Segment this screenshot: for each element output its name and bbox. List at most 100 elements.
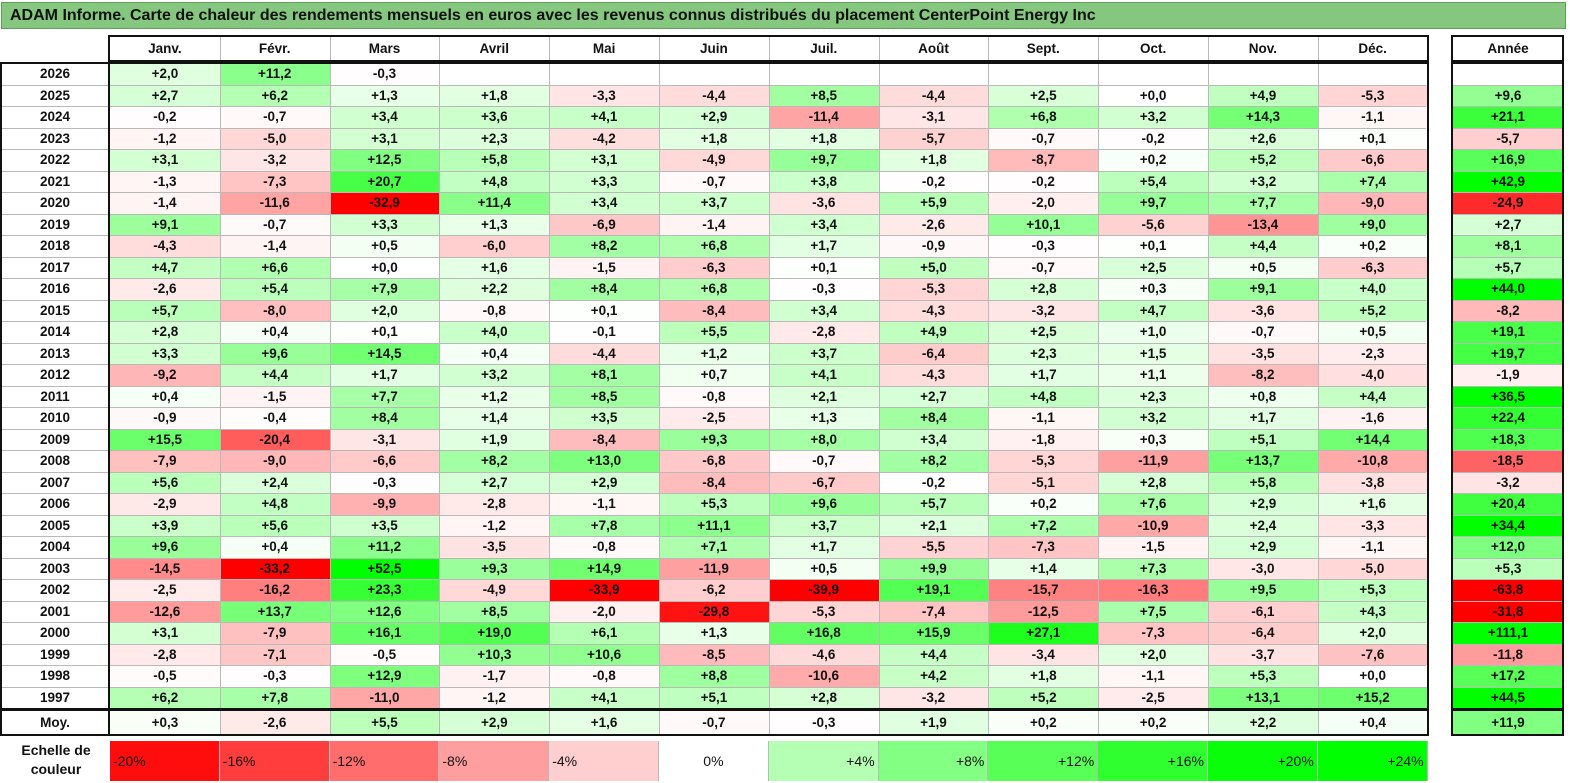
heatmap-cell: -0,3 [219, 665, 330, 687]
month-header: Janv. [148, 41, 182, 56]
heatmap-cell: +1,7 [1208, 407, 1318, 429]
heatmap-cell: +14,3 [1208, 106, 1318, 128]
year-total-cell: +2,7 [1453, 213, 1563, 235]
heatmap-cell: +6,1 [549, 622, 659, 644]
heatmap-cell: -10,6 [768, 665, 879, 687]
heatmap-cell: -0,7 [219, 106, 330, 128]
year-row-label: 2009 [39, 431, 71, 447]
heatmap-cell: +3,5 [329, 514, 440, 536]
month-header: Déc. [1358, 41, 1387, 56]
heatmap-cell: -29,8 [659, 600, 769, 622]
heatmap-cell: +7,9 [329, 278, 440, 300]
heatmap-cell: -6,7 [768, 471, 879, 493]
average-cell: +5,5 [329, 710, 440, 735]
heatmap-cell: -1,4 [110, 192, 220, 214]
heatmap-cell: -11,0 [329, 686, 440, 708]
heatmap-cell: -2,6 [110, 278, 220, 300]
heatmap-cell: -9,0 [219, 450, 330, 472]
year-row-label: 2001 [39, 603, 71, 619]
heatmap-cell: +2,0 [329, 299, 440, 321]
year-total-cell: -63,8 [1453, 579, 1563, 601]
heatmap-cell: -1,6 [1317, 407, 1428, 429]
year-total-cell: +5,7 [1453, 256, 1563, 278]
month-header: Mars [368, 41, 401, 56]
heatmap-cell: -5,3 [1317, 84, 1428, 106]
grid-row-line [1453, 342, 1563, 344]
heatmap-cell: +3,2 [1208, 170, 1318, 192]
month-header: Juil. [810, 41, 838, 56]
heatmap-cell: +5,4 [1098, 170, 1208, 192]
heatmap-cell: +7,4 [1317, 170, 1428, 192]
month-header: Août [918, 41, 949, 56]
grid-row-line [2, 127, 1426, 129]
heatmap-cell: -6,3 [1317, 256, 1428, 278]
heatmap-cell: +8,1 [549, 364, 659, 386]
heatmap-cell: -9,0 [1317, 192, 1428, 214]
year-row-label: 2018 [39, 238, 71, 253]
heatmap-cell: +5,6 [110, 471, 220, 493]
color-scale-stop: 0% [659, 741, 769, 781]
heatmap-cell: -2,0 [988, 192, 1099, 214]
heatmap-cell: -5,5 [878, 536, 989, 558]
heatmap-cell: -13,4 [1208, 213, 1318, 235]
heatmap-cell: +4,4 [878, 643, 989, 665]
heatmap-cell: -15,7 [988, 579, 1099, 601]
heatmap-cell: +2,5 [1098, 256, 1208, 278]
heatmap-cell: +4,4 [219, 364, 330, 386]
color-scale-stop: +24% [1317, 741, 1428, 781]
heatmap-cell: +8,0 [768, 428, 879, 450]
heatmap-cell: +8,5 [549, 385, 659, 407]
heatmap-cell: +20,7 [329, 170, 440, 192]
heatmap-cell: -4,2 [549, 127, 659, 149]
heatmap-cell: +8,2 [439, 450, 550, 472]
grid-row-line [1453, 622, 1563, 623]
heatmap-cell: -0,2 [988, 170, 1099, 192]
heatmap-cell: -1,7 [439, 665, 550, 687]
year-total-cell: +22,4 [1453, 407, 1563, 429]
heatmap-cell: -0,7 [768, 450, 879, 472]
heatmap-cell: -0,8 [439, 299, 550, 321]
heatmap-cell: -2,8 [439, 493, 550, 515]
year-row-label: 2015 [39, 302, 71, 318]
grid-row-line [2, 579, 1426, 580]
heatmap-cell: -0,9 [110, 407, 220, 429]
heatmap-cell: +3,1 [329, 127, 440, 149]
heatmap-cell: +8,4 [329, 407, 440, 429]
heatmap-cell: -0,9 [878, 235, 989, 257]
heatmap-cell: +12,9 [329, 665, 440, 687]
year-total-cell: +20,4 [1453, 493, 1563, 515]
heatmap-cell: +1,3 [329, 84, 440, 106]
heatmap-cell: +3,1 [549, 149, 659, 171]
grid-row-line [1453, 536, 1563, 537]
heatmap-cell: +1,7 [988, 364, 1099, 386]
heatmap-cell: +0,1 [329, 321, 440, 343]
year-total-cell: -5,7 [1453, 127, 1563, 149]
year-column-header: Année [1487, 41, 1529, 56]
year-row-label: 2016 [39, 281, 71, 296]
heatmap-cell: +5,3 [1208, 665, 1318, 687]
grid-row-line [1453, 213, 1563, 215]
heatmap-cell: +14,4 [1317, 428, 1428, 450]
heatmap-cell: +9,3 [439, 557, 550, 579]
heatmap-cell: +2,8 [1098, 471, 1208, 493]
color-scale-stop: +20% [1208, 741, 1318, 781]
heatmap-cell: +9,1 [1208, 278, 1318, 300]
heatmap-cell: -8,0 [219, 299, 330, 321]
heatmap-cell: +4,4 [1317, 385, 1428, 407]
color-scale-stop: -8% [439, 741, 550, 781]
grid-row-line [1453, 321, 1563, 322]
heatmap-cell: -7,9 [110, 450, 220, 472]
year-total-cell: +19,1 [1453, 321, 1563, 343]
heatmap-cell: +0,4 [110, 385, 220, 407]
heatmap-cell: -3,4 [988, 643, 1099, 665]
heatmap-cell: +0,0 [1317, 665, 1428, 687]
year-row-label: 2017 [39, 259, 71, 275]
heatmap-cell: -7,3 [1098, 622, 1208, 644]
year-row-label: 2000 [39, 625, 71, 640]
heatmap-cell: -0,3 [988, 235, 1099, 257]
average-cell: -2,6 [219, 710, 330, 735]
heatmap-cell: +3,3 [110, 342, 220, 364]
heatmap-cell: -3,5 [1208, 342, 1318, 364]
grid-row-line [1453, 643, 1563, 645]
average-cell: +1,9 [878, 710, 989, 735]
